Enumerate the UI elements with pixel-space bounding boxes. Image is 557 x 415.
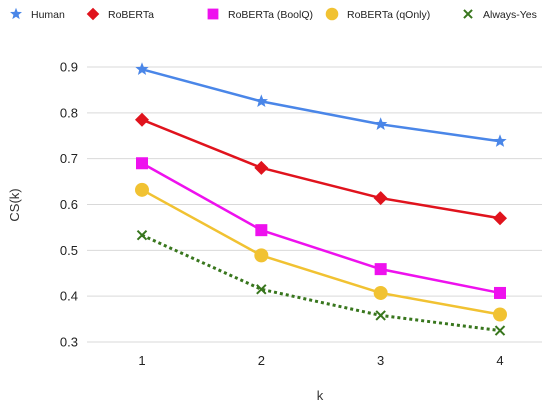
data-point-always-yes: [256, 284, 267, 295]
y-tick-label: 0.4: [60, 289, 78, 304]
series-human: [135, 62, 507, 147]
series-roberta-qonly: [135, 182, 507, 322]
series-layer: [135, 62, 507, 336]
data-point-roberta: [135, 112, 149, 127]
data-point-roberta-boolq: [374, 263, 387, 276]
data-point-roberta-qonly: [373, 285, 388, 300]
legend-entry-roberta: RoBERTa: [86, 7, 154, 21]
legend-marker-always-yes: [463, 9, 473, 19]
data-point-always-yes: [375, 310, 386, 321]
data-point-roberta-boolq: [255, 224, 268, 237]
y-tick-label: 0.9: [60, 60, 78, 75]
series-roberta: [135, 112, 507, 226]
legend-label-roberta-qonly: RoBERTa (qOnly): [347, 9, 430, 21]
y-tick-label: 0.6: [60, 197, 78, 212]
data-point-roberta-qonly: [493, 307, 507, 322]
series-line-always-yes: [141, 233, 501, 333]
legend-entry-human: Human: [10, 7, 65, 21]
data-point-human: [493, 134, 507, 147]
series-always-yes: [136, 230, 506, 336]
legend-marker-roberta: [86, 7, 100, 21]
legend-marker-roberta-qonly: [325, 7, 339, 21]
data-point-human: [254, 94, 268, 108]
legend-label-roberta: RoBERTa: [108, 9, 154, 21]
x-tick-label: 3: [377, 353, 384, 368]
x-axis-ticks: 1 2 3 4: [138, 353, 503, 368]
series-line-roberta-qonly: [141, 188, 501, 316]
data-point-roberta-qonly: [254, 248, 269, 263]
data-point-roberta: [373, 191, 388, 206]
legend-entry-always-yes: Always-Yes: [463, 9, 537, 21]
x-axis-label: k: [317, 388, 324, 403]
legend-label-roberta-boolq: RoBERTa (BoolQ): [228, 9, 313, 21]
y-tick-label: 0.5: [60, 243, 78, 258]
y-tick-label: 0.7: [60, 151, 78, 166]
legend-marker-human: [10, 7, 22, 20]
series-line-human: [141, 68, 501, 143]
x-tick-label: 2: [258, 353, 265, 368]
legend-label-human: Human: [31, 9, 65, 21]
data-point-always-yes: [136, 230, 148, 241]
series-line-roberta: [141, 118, 501, 220]
data-point-roberta-boolq: [136, 157, 148, 170]
legend: Human RoBERTa RoBERTa (BoolQ) RoBERTa (qOnl…: [10, 7, 537, 21]
x-tick-label: 1: [138, 353, 145, 368]
legend-label-always-yes: Always-Yes: [483, 9, 537, 21]
y-tick-label: 0.8: [60, 105, 78, 120]
data-point-roberta-boolq: [494, 286, 506, 299]
y-axis-ticks: 0.3 0.4 0.5 0.6 0.7 0.8 0.9: [60, 60, 78, 350]
y-axis-label: CS(k): [7, 188, 22, 221]
data-point-roberta: [493, 211, 507, 226]
series-roberta-boolq: [136, 157, 506, 299]
data-point-always-yes: [494, 325, 506, 336]
data-point-human: [135, 62, 149, 75]
data-point-human: [374, 117, 388, 130]
y-tick-label: 0.3: [60, 335, 78, 350]
legend-entry-roberta-boolq: RoBERTa (BoolQ): [207, 8, 313, 21]
x-tick-label: 4: [496, 353, 503, 368]
legend-marker-roberta-boolq: [207, 8, 219, 20]
gridlines: [87, 66, 542, 343]
legend-entry-roberta-qonly: RoBERTa (qOnly): [325, 7, 430, 21]
data-point-roberta: [254, 160, 269, 175]
data-point-roberta-qonly: [135, 182, 149, 197]
series-line-roberta-boolq: [141, 162, 501, 295]
